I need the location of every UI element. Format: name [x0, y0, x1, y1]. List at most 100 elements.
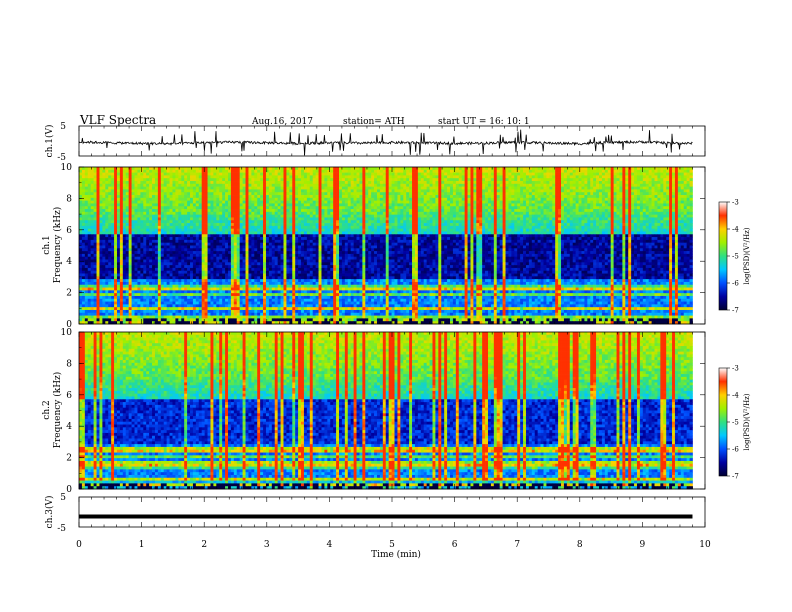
spectrogram-cell: [184, 172, 188, 176]
spectrogram-cell: [181, 200, 185, 204]
spectrogram-cell: [578, 178, 582, 182]
spectrogram-cell: [306, 181, 311, 185]
spectrogram-cell: [470, 186, 474, 190]
spectrogram-cell: [330, 181, 334, 185]
spectrogram-cell: [315, 200, 319, 204]
spectrogram-cell: [286, 197, 290, 201]
spectrogram-cell: [318, 211, 322, 216]
spectrogram-cell: [397, 186, 401, 190]
spectrogram-cell: [435, 169, 439, 173]
spectrogram-cell: [254, 192, 258, 196]
spectrogram-cell: [318, 183, 322, 187]
spectrogram-cell: [222, 217, 226, 221]
spectrogram-cell: [385, 197, 390, 201]
spectrogram-cell: [245, 192, 249, 196]
spectrogram-cell: [508, 186, 512, 190]
spectrogram-cell: [572, 186, 576, 190]
spectrogram-cell: [154, 181, 159, 185]
spectrogram-cell: [374, 183, 378, 187]
spectrogram-cell: [292, 181, 296, 185]
spectrogram-cell: [336, 197, 340, 201]
spectrogram-cell: [356, 189, 360, 193]
spectrogram-cell: [648, 197, 652, 201]
spectrogram-cell: [566, 211, 571, 216]
spectrogram-cell: [347, 217, 352, 221]
spectrogram-cell: [447, 223, 451, 227]
spectrogram-cell: [563, 220, 568, 224]
spectrogram-cell: [198, 172, 203, 176]
spectrogram-cell: [336, 195, 340, 199]
spectrogram-cell: [254, 186, 258, 190]
spectrogram-cell: [496, 178, 501, 182]
spectrogram-cell: [111, 172, 115, 176]
spectrogram-cell: [674, 192, 679, 196]
spectrogram-cell: [178, 211, 182, 216]
spectrogram-cell: [406, 211, 410, 216]
spectrogram-cell: [131, 189, 135, 193]
spectrogram-cell: [455, 203, 460, 207]
spectrogram-cell: [438, 225, 442, 230]
spectrogram-cell: [610, 211, 614, 216]
spectrogram-cell: [312, 178, 316, 182]
spectrogram-cell: [642, 209, 647, 213]
spectrogram-cell: [207, 231, 211, 235]
spectrogram-cell: [134, 186, 138, 190]
spectrogram-cell: [102, 200, 106, 204]
spectrogram-cell: [479, 167, 483, 171]
spectrogram-cell: [458, 183, 463, 187]
spectrogram-cell: [219, 183, 223, 187]
spectrogram-cell: [470, 195, 474, 199]
spectrogram-cell: [111, 225, 115, 230]
spectrogram-cell: [584, 181, 588, 185]
spectrogram-cell: [84, 211, 89, 216]
spectrogram-cell: [178, 228, 182, 232]
spectrogram-cell: [420, 195, 425, 199]
spectrogram-cell: [406, 192, 410, 196]
spectrogram-cell: [134, 211, 138, 216]
spectrogram-cell: [622, 228, 626, 232]
spectrogram-cell: [549, 175, 553, 179]
spectrogram-cell: [122, 225, 127, 230]
spectrogram-cell: [689, 211, 693, 216]
spectrogram-cell: [569, 181, 574, 185]
spectrogram-cell: [619, 195, 623, 199]
spectrogram-cell: [125, 172, 130, 176]
spectrogram-cell: [631, 206, 635, 210]
spectrogram-cell: [227, 183, 232, 187]
spectrogram-cell: [537, 197, 541, 201]
spectrogram-cell: [467, 178, 471, 182]
spectrogram-cell: [265, 189, 270, 193]
spectrogram-cell: [382, 197, 387, 201]
spectrogram-cell: [99, 167, 103, 171]
spectrogram-cell: [362, 186, 366, 190]
spectrogram-cell: [280, 225, 284, 230]
spectrogram-cell: [79, 206, 83, 210]
spectrogram-cell: [634, 183, 638, 187]
spectrogram-cell: [102, 203, 106, 207]
spectrogram-cell: [347, 178, 352, 182]
spectrogram-cell: [584, 175, 588, 179]
spectrogram-cell: [327, 225, 331, 230]
spectrogram-cell: [254, 228, 258, 232]
spectrogram-cell: [306, 178, 311, 182]
spectrogram-cell: [645, 197, 650, 201]
spectrogram-cell: [125, 189, 130, 193]
spectrogram-cell: [245, 169, 249, 173]
spectrogram-cell: [432, 172, 436, 176]
spectrogram-cell: [277, 223, 281, 227]
spectrogram-cell: [581, 209, 585, 213]
spectrogram-cell: [409, 183, 413, 187]
spectrogram-cell: [636, 225, 641, 230]
spectrogram-cell: [581, 167, 585, 171]
spectrogram-cell: [599, 189, 603, 193]
spectrogram-cell: [388, 225, 392, 230]
spectrogram-cell: [227, 223, 232, 227]
spectrogram-cell: [204, 167, 208, 171]
spectrogram-cell: [397, 169, 401, 173]
spectrogram-cell: [420, 214, 425, 218]
spectrogram-cell: [128, 211, 132, 216]
spectrogram-cell: [233, 169, 238, 173]
spectrogram-cell: [116, 225, 121, 230]
spectrogram-cell: [312, 195, 316, 199]
spectrogram-cell: [190, 200, 194, 204]
